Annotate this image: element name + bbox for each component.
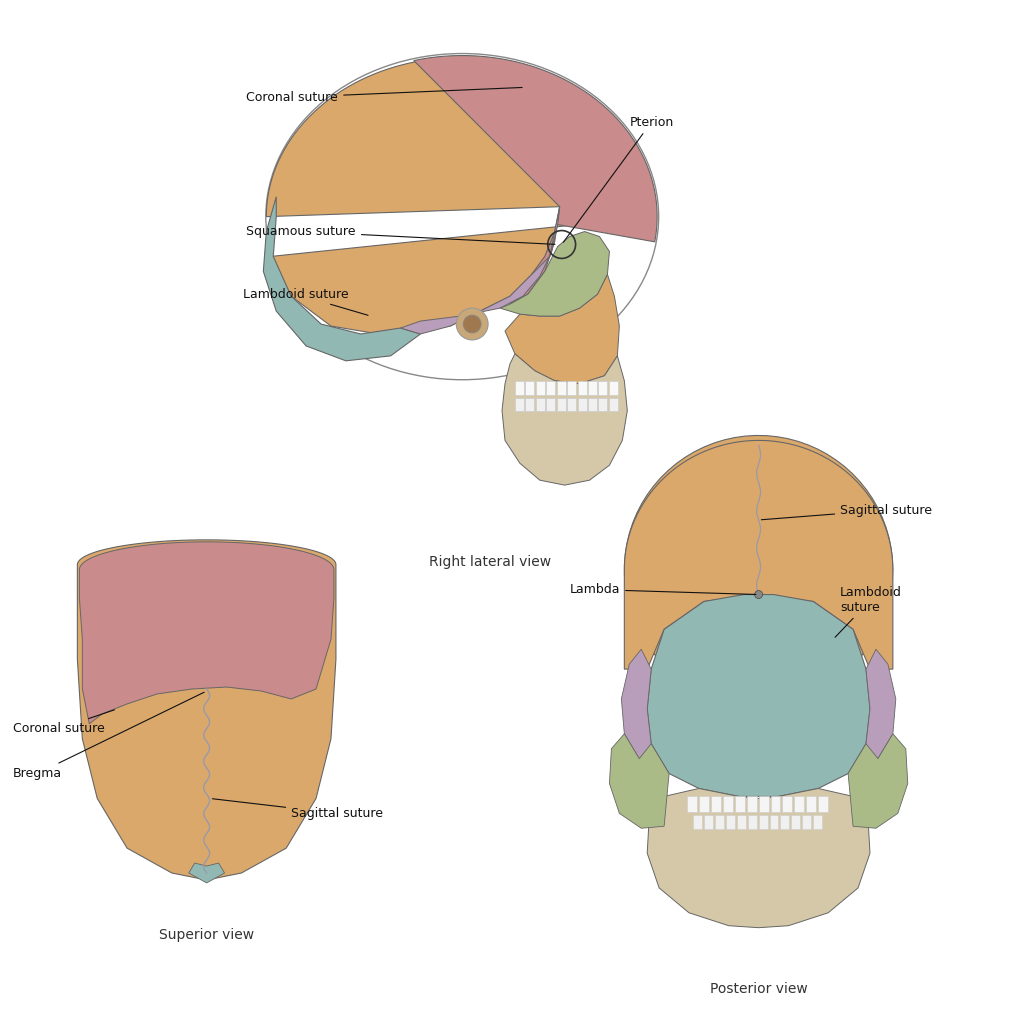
Bar — [557, 381, 566, 394]
Polygon shape — [625, 440, 893, 669]
Polygon shape — [625, 435, 893, 703]
Bar — [771, 797, 781, 812]
Bar — [526, 397, 535, 411]
Bar — [714, 815, 723, 829]
Bar — [577, 397, 586, 411]
Bar — [546, 381, 555, 394]
Bar — [704, 815, 712, 829]
Bar — [588, 381, 597, 394]
Circle shape — [463, 315, 481, 333]
Bar — [546, 397, 555, 411]
Bar — [737, 815, 746, 829]
Polygon shape — [189, 863, 225, 883]
Text: Coronal suture: Coronal suture — [246, 87, 522, 103]
Bar — [759, 797, 769, 812]
Bar — [536, 381, 545, 394]
Bar — [781, 815, 789, 829]
Text: Lambda: Lambda — [570, 583, 756, 596]
Text: Bregma: Bregma — [13, 692, 204, 780]
Text: Lambdoid
suture: Lambdoid suture — [835, 586, 902, 637]
Bar — [818, 797, 828, 812]
Bar — [806, 797, 816, 812]
Bar — [794, 797, 804, 812]
Bar — [557, 397, 566, 411]
Bar — [748, 815, 757, 829]
Polygon shape — [620, 719, 898, 1024]
Polygon shape — [78, 540, 336, 880]
Text: Coronal suture: Coronal suture — [13, 710, 114, 735]
Polygon shape — [500, 231, 609, 316]
Text: Squamous suture: Squamous suture — [246, 225, 555, 245]
Text: Lambdoid suture: Lambdoid suture — [243, 288, 368, 315]
Bar — [770, 815, 779, 829]
Bar — [608, 381, 618, 394]
Bar — [699, 797, 709, 812]
Polygon shape — [504, 274, 620, 384]
Text: Sagittal suture: Sagittal suture — [212, 799, 383, 820]
Bar — [567, 397, 576, 411]
Bar — [536, 397, 545, 411]
Polygon shape — [414, 55, 657, 304]
Text: Superior view: Superior view — [159, 928, 254, 942]
Bar — [577, 381, 586, 394]
Bar — [813, 815, 822, 829]
Circle shape — [456, 308, 488, 340]
Bar — [598, 381, 607, 394]
Bar — [693, 815, 702, 829]
Bar — [711, 797, 720, 812]
Polygon shape — [401, 207, 560, 334]
Polygon shape — [609, 734, 669, 828]
Bar — [598, 397, 607, 411]
Text: Pterion: Pterion — [563, 116, 674, 243]
Bar — [782, 797, 792, 812]
Polygon shape — [622, 649, 664, 769]
Text: Right lateral view: Right lateral view — [429, 555, 551, 568]
Polygon shape — [263, 197, 421, 360]
Bar — [515, 397, 524, 411]
Bar — [735, 797, 745, 812]
Polygon shape — [647, 595, 870, 797]
Bar — [567, 381, 576, 394]
Polygon shape — [80, 542, 334, 724]
Circle shape — [755, 591, 763, 598]
Polygon shape — [647, 788, 870, 928]
Polygon shape — [849, 734, 908, 828]
Polygon shape — [502, 354, 628, 485]
Bar — [725, 815, 735, 829]
Bar — [608, 397, 618, 411]
Bar — [747, 797, 757, 812]
Bar — [687, 797, 697, 812]
Bar — [722, 797, 733, 812]
Text: Posterior view: Posterior view — [709, 982, 807, 996]
Bar — [791, 815, 800, 829]
Bar — [802, 815, 811, 829]
Bar — [759, 815, 768, 829]
Bar — [588, 397, 597, 411]
Polygon shape — [853, 649, 896, 769]
Polygon shape — [266, 57, 654, 336]
Text: Sagittal suture: Sagittal suture — [762, 504, 932, 520]
Bar — [515, 381, 524, 394]
Bar — [526, 381, 535, 394]
